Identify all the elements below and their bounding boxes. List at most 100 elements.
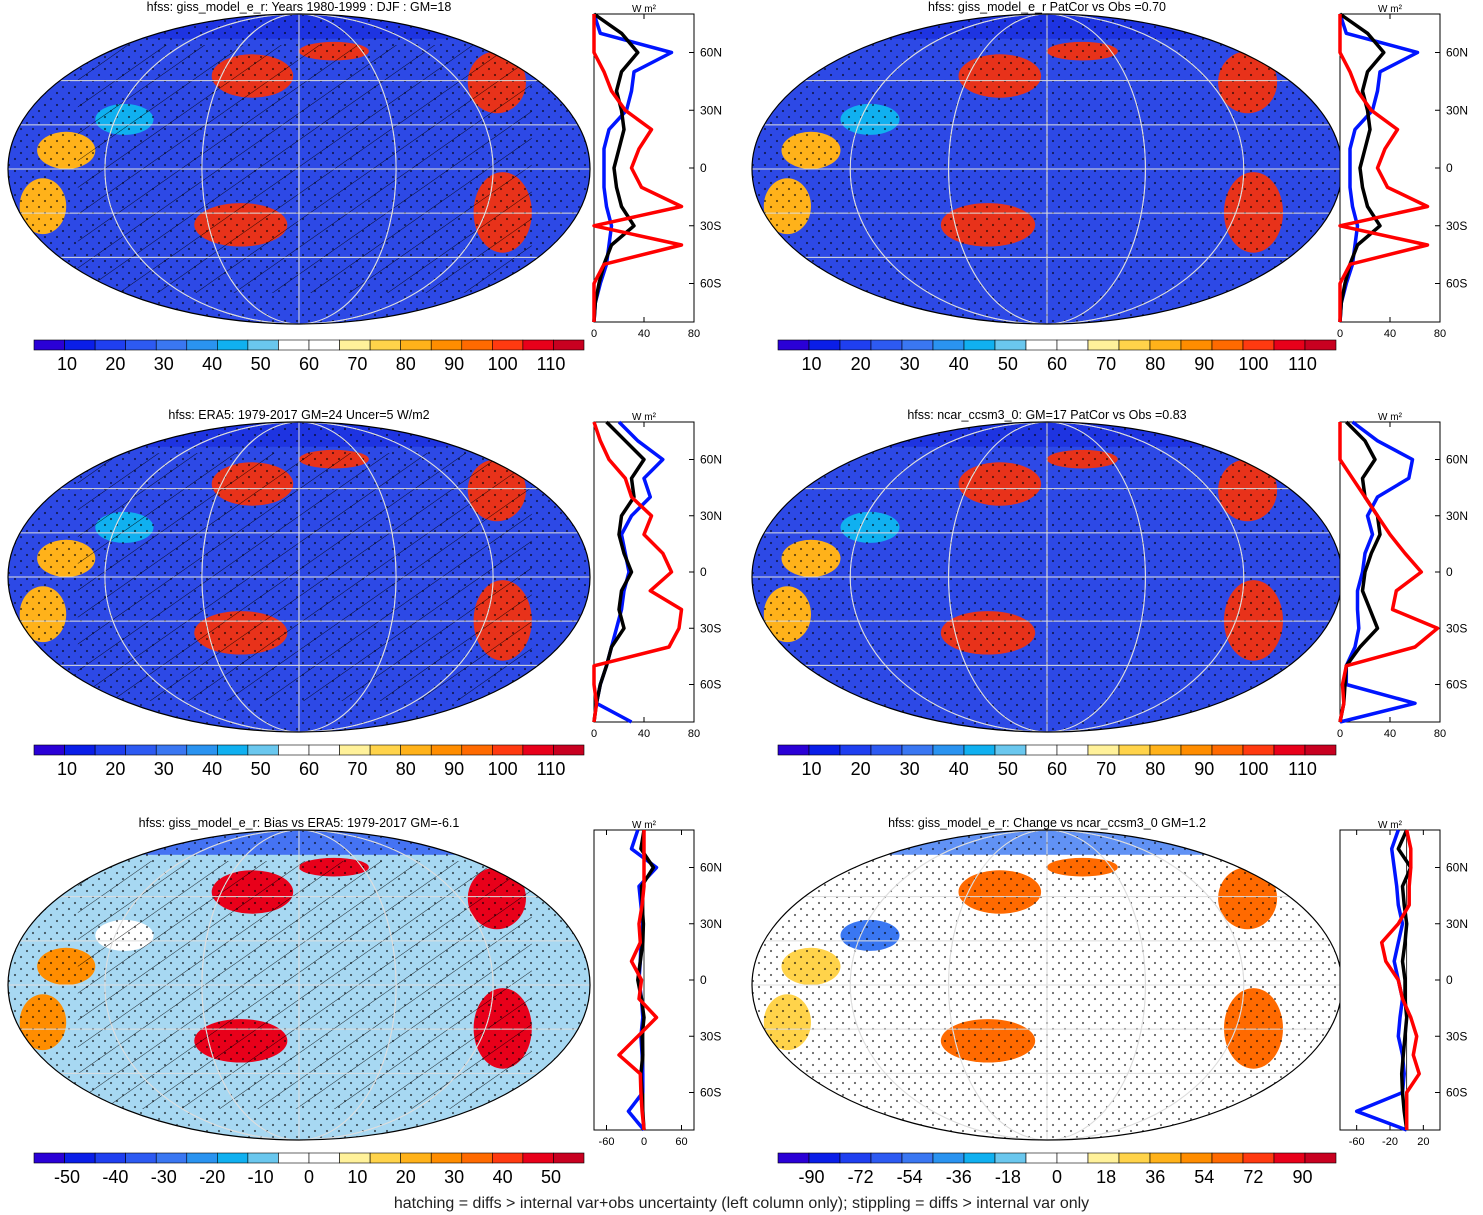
map-field: [752, 14, 1342, 324]
colorbar-swatch: [278, 1152, 310, 1164]
zonal-y-tick-label: 30N: [700, 103, 722, 117]
colorbar-swatch: [33, 339, 65, 351]
colorbar-swatch: [1180, 339, 1213, 351]
map-field: [752, 830, 1342, 1140]
colorbar: 10 20 30 40 50 60 70 80 90 100 110: [33, 339, 585, 374]
colorbar-swatch: [839, 1152, 872, 1164]
colorbar-tick-label: 110: [537, 354, 566, 374]
colorbar-swatch: [1304, 1152, 1337, 1164]
zonal-x-tick-label: 80: [1434, 328, 1446, 340]
panel-2: hfss: giss_model_e_r PatCor vs Obs =0.70…: [751, 0, 1468, 374]
colorbar-swatch: [1180, 1152, 1213, 1164]
colorbar-tick-label: 100: [488, 759, 518, 779]
colorbar-swatch: [1149, 744, 1182, 756]
zonal-units-label: W m²: [632, 4, 657, 15]
zonal-y-tick-label: 30S: [700, 1029, 721, 1043]
graticule-lon: [104, 422, 494, 732]
panel-5: hfss: giss_model_e_r: Bias vs ERA5: 1979…: [7, 816, 722, 1187]
zonal-y-tick-label: 0: [1446, 565, 1453, 579]
panel-1: hfss: giss_model_e_r: Years 1980-1999 : …: [7, 0, 722, 374]
colorbar-tick-label: 70: [1096, 759, 1116, 779]
zonal-y-tick-label: 30N: [1446, 917, 1468, 931]
colorbar-tick-label: 50: [251, 759, 271, 779]
zonal-y-tick-label: 60S: [700, 678, 721, 692]
colorbar-swatch: [870, 339, 903, 351]
colorbar-tick-label: 20: [105, 759, 125, 779]
graticule-lon: [104, 830, 494, 1140]
zonal-x-tick-label: -20: [1382, 1136, 1398, 1148]
zonal-x-tick-label: -60: [599, 1136, 615, 1148]
zonal-line-obs: [1396, 829, 1413, 1131]
colorbar-tick-label: 50: [541, 1167, 561, 1187]
map-field: [8, 422, 590, 732]
colorbar-tick-label: 40: [202, 759, 222, 779]
colorbar-tick-label: 90: [444, 759, 464, 779]
colorbar-swatch: [839, 339, 872, 351]
colorbar-swatch: [1242, 744, 1275, 756]
colorbar-tick-label: 72: [1243, 1167, 1263, 1187]
map-title: hfss: giss_model_e_r: Bias vs ERA5: 1979…: [139, 816, 460, 830]
colorbar-tick-label: 20: [396, 1167, 416, 1187]
zonal-y-tick-label: 30N: [1446, 509, 1468, 523]
colorbar-swatch: [217, 339, 249, 351]
colorbar-tick-label: 10: [57, 354, 77, 374]
zonal-frame: [593, 421, 695, 723]
colorbar-swatch: [400, 744, 432, 756]
zonal-line-diff: [592, 14, 684, 322]
colorbar-tick-label: 90: [1293, 1167, 1313, 1187]
colorbar-swatch: [278, 339, 310, 351]
zonal-x-tick-label: 40: [638, 728, 650, 740]
colorbar-tick-label: 60: [1047, 759, 1067, 779]
colorbar-tick-label: 0: [304, 1167, 314, 1187]
colorbar-swatch: [461, 1152, 493, 1164]
colorbar-swatch: [64, 339, 96, 351]
colorbar-swatch: [64, 744, 96, 756]
colorbar-swatch: [217, 1152, 249, 1164]
zonal-line-diff: [1379, 829, 1421, 1130]
colorbar-tick-label: -50: [54, 1167, 80, 1187]
graticule-lon: [849, 14, 1245, 324]
colorbar-swatch: [186, 1152, 218, 1164]
zonal-plot: W m² 60N 30N 0 30S 60S -60 -20 20: [1339, 820, 1468, 1148]
colorbar-swatch: [308, 1152, 340, 1164]
zonal-line-diff: [1338, 14, 1430, 322]
colorbar-swatch: [522, 744, 554, 756]
colorbar-tick-label: 10: [801, 354, 821, 374]
zonal-units-label: W m²: [1378, 4, 1403, 15]
colorbar-tick-label: -18: [995, 1167, 1021, 1187]
colorbar-swatch: [461, 744, 493, 756]
colorbar-swatch: [777, 1152, 810, 1164]
colorbar-swatch: [492, 339, 524, 351]
map-border: [7, 421, 591, 733]
colorbar-swatch: [64, 1152, 96, 1164]
zonal-line-diff: [592, 421, 684, 723]
zonal-x-tick-label: 0: [1337, 728, 1343, 740]
colorbar-swatch: [994, 1152, 1027, 1164]
colorbar-swatch: [94, 744, 126, 756]
colorbar-tick-label: -72: [848, 1167, 874, 1187]
graticule-lon: [201, 14, 397, 324]
map-field: [8, 830, 590, 1140]
colorbar-swatch: [901, 339, 934, 351]
colorbar-tick-label: 90: [444, 354, 464, 374]
zonal-y-tick-label: 30N: [1446, 103, 1468, 117]
colorbar-tick-label: 110: [1288, 759, 1317, 779]
zonal-line-model: [1338, 13, 1420, 323]
colorbar-tick-label: 30: [900, 354, 920, 374]
colorbar-swatch: [1304, 339, 1337, 351]
map-border: [7, 829, 591, 1141]
zonal-y-tick-label: 60N: [1446, 46, 1468, 60]
colorbar-swatch: [1180, 744, 1213, 756]
colorbar-swatch: [33, 744, 65, 756]
colorbar-tick-label: 10: [57, 759, 77, 779]
colorbar-swatch: [901, 1152, 934, 1164]
map-title: hfss: giss_model_e_r PatCor vs Obs =0.70: [928, 0, 1166, 14]
map-title: hfss: giss_model_e_r: Years 1980-1999 : …: [147, 0, 452, 14]
colorbar-tick-label: 18: [1096, 1167, 1116, 1187]
colorbar: -50 -40 -30 -20 -10 0 10 20 30 40 50: [33, 1152, 585, 1187]
colorbar-swatch: [186, 744, 218, 756]
colorbar-tick-label: 110: [1288, 354, 1317, 374]
map-title: hfss: ncar_ccsm3_0: GM=17 PatCor vs Obs …: [907, 408, 1186, 422]
colorbar-swatch: [870, 1152, 903, 1164]
